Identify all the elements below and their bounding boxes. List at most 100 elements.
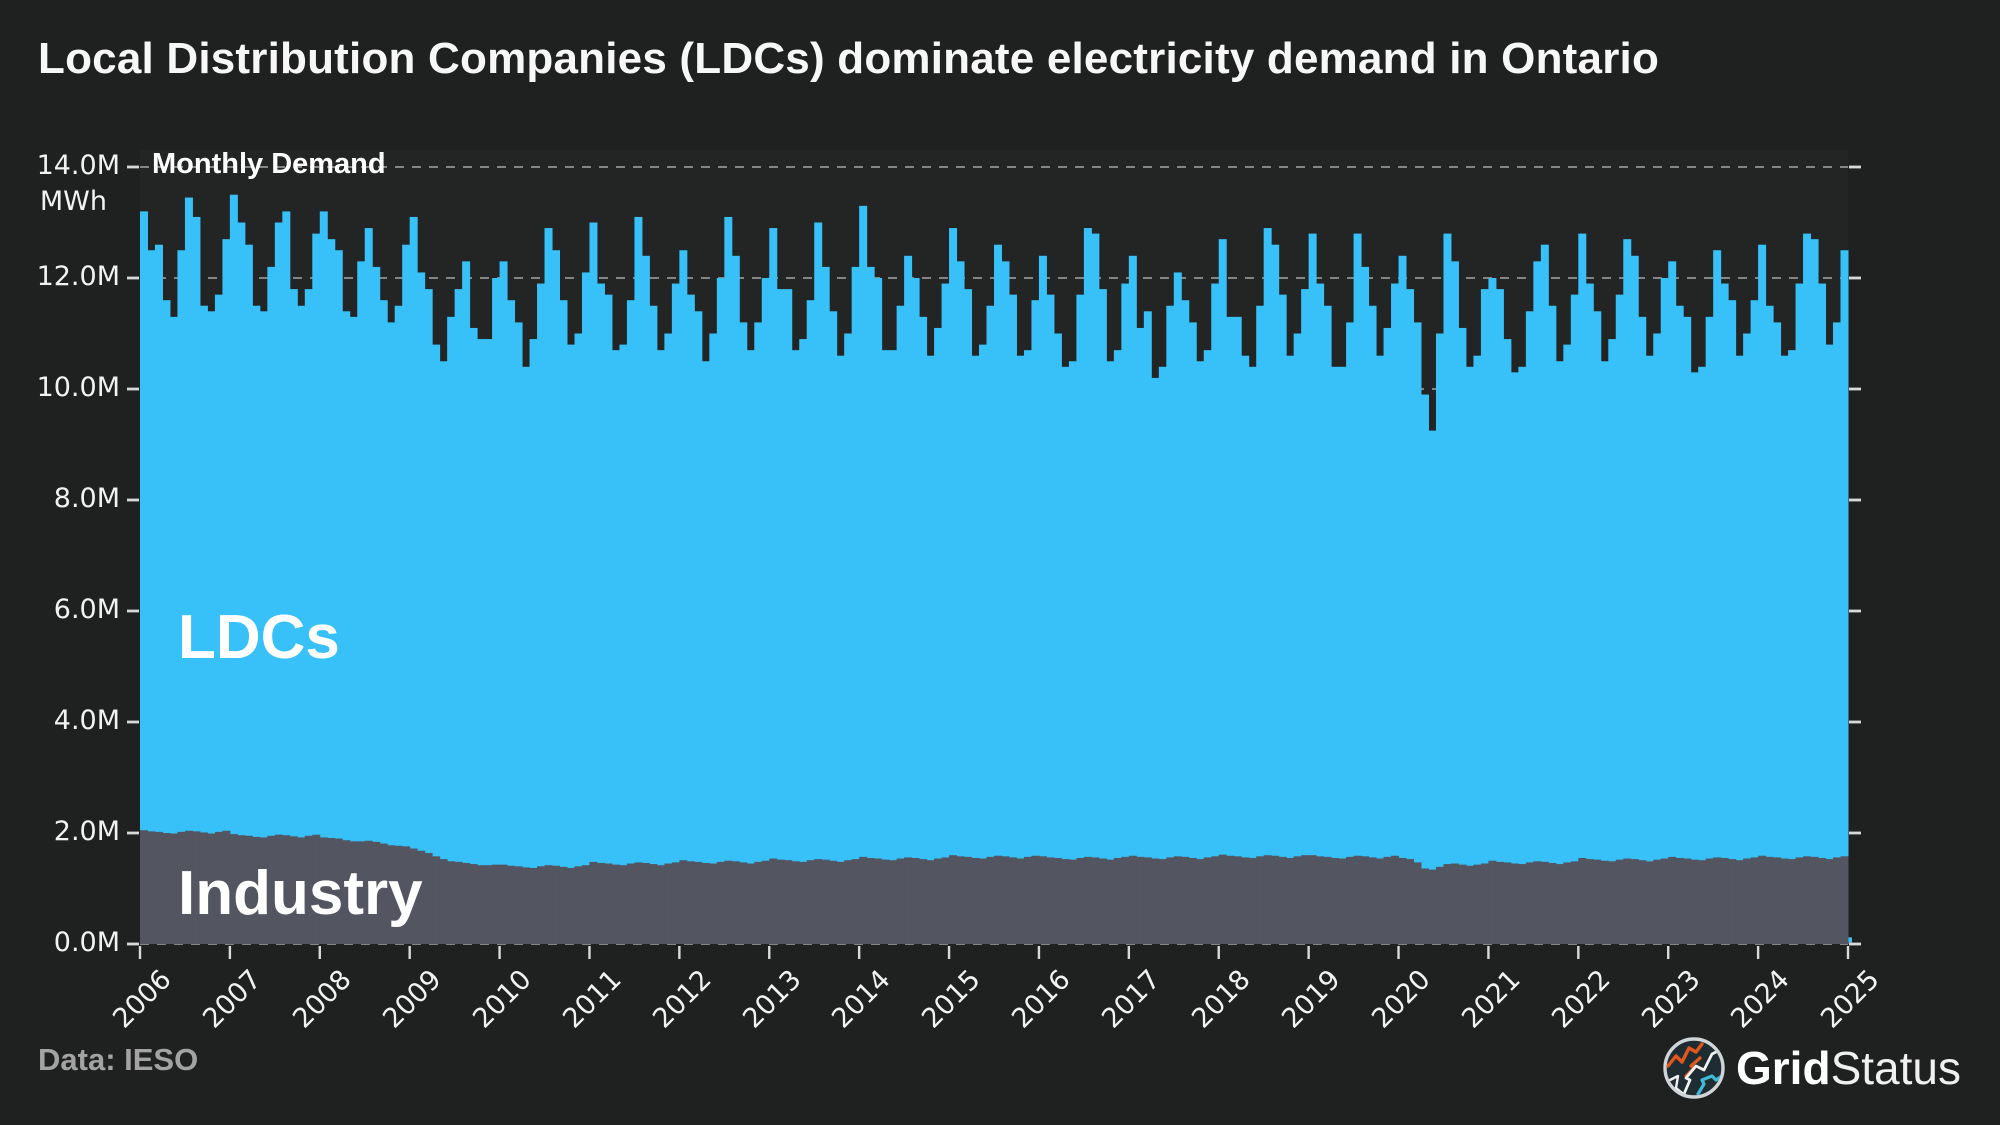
industry-bar bbox=[896, 858, 905, 944]
industry-bar bbox=[507, 865, 516, 944]
ldcs-bar bbox=[1443, 233, 1452, 945]
ldcs-bar bbox=[686, 294, 695, 944]
data-source-note: Data: IESO bbox=[38, 1042, 199, 1077]
industry-bar bbox=[1758, 855, 1767, 944]
ldcs-bar bbox=[694, 311, 703, 944]
industry-bar bbox=[192, 831, 201, 944]
ldcs-bar bbox=[1061, 366, 1070, 944]
industry-bar bbox=[964, 856, 973, 944]
industry-bar bbox=[1053, 857, 1062, 944]
ldcs-bar bbox=[904, 255, 913, 945]
ldcs-bar bbox=[529, 339, 538, 944]
industry-bar bbox=[1008, 857, 1017, 944]
industry-bar bbox=[619, 865, 628, 944]
industry-bar bbox=[874, 858, 883, 944]
industry-bar bbox=[889, 860, 898, 944]
industry-bar bbox=[1038, 856, 1047, 944]
industry-bar bbox=[971, 857, 980, 944]
industry-bar bbox=[154, 831, 163, 944]
ldcs-bar bbox=[746, 350, 755, 944]
industry-bar bbox=[1016, 858, 1025, 944]
x-tick bbox=[318, 946, 321, 959]
ldcs-bar bbox=[342, 311, 351, 944]
ldcs-bar bbox=[1053, 333, 1062, 944]
ldcs-bar bbox=[469, 327, 478, 944]
ldcs-bar bbox=[1803, 233, 1812, 945]
industry-bar bbox=[1068, 859, 1077, 944]
x-tick bbox=[1127, 946, 1131, 959]
ldcs-bar bbox=[859, 205, 868, 945]
industry-bar bbox=[1705, 858, 1714, 944]
x-tick bbox=[408, 946, 411, 959]
ldcs-bar bbox=[1608, 339, 1617, 944]
ldcs-bar bbox=[926, 355, 935, 944]
industry-bar bbox=[761, 860, 770, 944]
industry-bar bbox=[1555, 864, 1564, 944]
industry-bar bbox=[1061, 859, 1070, 944]
ldcs-bar bbox=[1308, 233, 1317, 945]
industry-bar bbox=[537, 866, 546, 944]
industry-bar bbox=[312, 834, 321, 944]
x-tick bbox=[1397, 946, 1400, 959]
industry-bar bbox=[1443, 864, 1452, 944]
ldcs-bar bbox=[829, 311, 838, 944]
ldcs-bar bbox=[229, 194, 238, 944]
ldcs-bar bbox=[919, 316, 928, 945]
ldcs-bar bbox=[394, 305, 403, 944]
ldcs-bar bbox=[1241, 355, 1250, 944]
industry-bar bbox=[1503, 862, 1512, 944]
industry-bar bbox=[1121, 856, 1130, 944]
industry-bar bbox=[1076, 857, 1085, 944]
industry-bar bbox=[462, 862, 471, 944]
gridstatus-wordmark: GridStatus bbox=[1736, 1041, 1961, 1095]
industry-bar bbox=[1533, 861, 1542, 944]
industry-bar bbox=[1218, 854, 1227, 944]
industry-bar bbox=[349, 841, 358, 944]
industry-bar bbox=[776, 859, 785, 944]
industry-bar bbox=[1750, 857, 1759, 944]
ldcs-bar bbox=[192, 216, 201, 944]
ldcs-bar bbox=[1720, 283, 1729, 944]
industry-bar bbox=[1398, 857, 1407, 944]
ldcs-bar bbox=[462, 261, 471, 945]
ldcs-bar bbox=[1106, 361, 1115, 944]
industry-bar bbox=[214, 831, 223, 944]
y-tick-left bbox=[127, 942, 139, 946]
ldcs-bar bbox=[327, 239, 336, 944]
industry-bar bbox=[829, 860, 838, 944]
industry-bar bbox=[267, 835, 276, 944]
ldcs-bar bbox=[1570, 294, 1579, 944]
industry-bar bbox=[1188, 857, 1197, 944]
ldcs-bar bbox=[1683, 316, 1692, 945]
ldcs-bar bbox=[1473, 355, 1482, 944]
industry-bar bbox=[477, 865, 486, 944]
ldcs-bar bbox=[1630, 255, 1639, 945]
ldcs-bar bbox=[1758, 244, 1767, 944]
ldcs-bar bbox=[1750, 300, 1759, 944]
industry-bar bbox=[1323, 856, 1332, 944]
x-tick bbox=[1846, 946, 1850, 959]
industry-bar bbox=[1248, 857, 1257, 944]
ldcs-bar bbox=[1346, 322, 1355, 944]
ldcs-bar bbox=[701, 361, 710, 944]
industry-bar bbox=[282, 835, 291, 944]
ldcs-bar bbox=[357, 261, 366, 945]
ldcs-bar bbox=[222, 239, 231, 944]
industry-bar bbox=[424, 852, 433, 944]
ldcs-bar bbox=[934, 327, 943, 944]
ldcs-bar bbox=[1038, 255, 1047, 945]
industry-bar bbox=[469, 864, 478, 944]
industry-bar bbox=[1383, 856, 1392, 944]
ldcs-bar bbox=[1271, 244, 1280, 944]
industry-bar bbox=[342, 840, 351, 944]
x-tick bbox=[1217, 946, 1220, 959]
industry-bar bbox=[184, 830, 193, 944]
industry-bar bbox=[259, 837, 268, 944]
ldcs-bar bbox=[1840, 250, 1849, 944]
ldcs-bar bbox=[1735, 355, 1744, 944]
ldcs-bar bbox=[514, 322, 523, 944]
industry-bar bbox=[1203, 857, 1212, 944]
industry-bar bbox=[1458, 864, 1467, 944]
ldcs-bar bbox=[754, 322, 763, 944]
